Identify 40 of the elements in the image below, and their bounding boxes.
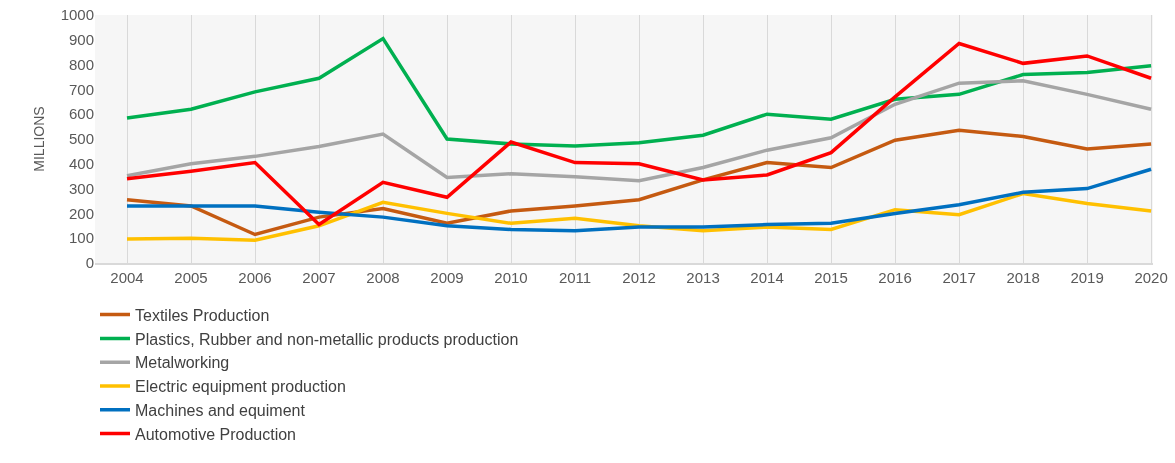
x-tick-label: 2016 [878, 269, 912, 286]
y-tick-label: 800 [68, 55, 94, 73]
y-tick-label: 500 [68, 130, 94, 148]
line-series [125, 78, 1153, 183]
legend-label: Textiles Production [135, 306, 270, 324]
x-tick-label: 2010 [494, 269, 528, 286]
legend-label: Machines and equiment [135, 402, 306, 420]
y-tick-label: 300 [68, 179, 94, 197]
x-tick-label: 2014 [750, 269, 784, 286]
x-tick-label: 2020 [1134, 269, 1168, 286]
x-tick-label: 2017 [942, 269, 976, 286]
line-series [125, 41, 1153, 227]
x-tick-label: 2008 [366, 269, 400, 286]
x-tick-label: 2015 [814, 269, 848, 286]
line-series [125, 128, 1153, 237]
y-axis-title: MILLIONS [31, 106, 48, 172]
y-tick-label: 400 [68, 155, 94, 173]
x-tick-label: 2006 [238, 269, 272, 286]
y-tick-label: 600 [68, 105, 94, 123]
line-series [125, 36, 1153, 148]
y-tick-label: 0 [85, 254, 94, 272]
y-tick-label: 900 [68, 31, 94, 49]
x-tick-label: 2004 [110, 269, 144, 286]
x-tick-label: 2012 [622, 269, 656, 286]
legend-label: Metalworking [135, 354, 230, 372]
x-tick-label: 2007 [302, 269, 336, 286]
legend-label: Electric equipment production [135, 378, 346, 396]
x-tick-label: 2009 [430, 269, 464, 286]
line-series [125, 167, 1153, 233]
y-tick-label: 100 [68, 229, 94, 247]
x-tick-label: 2019 [1070, 269, 1104, 286]
x-tick-label: 2005 [174, 269, 208, 286]
x-tick-label: 2011 [558, 269, 592, 286]
y-tick-label: 700 [68, 80, 94, 98]
legend-label: Automotive Production [135, 425, 296, 443]
y-tick-label: 200 [68, 204, 94, 222]
y-tick-label: 1000 [60, 6, 94, 24]
x-tick-label: 2018 [1006, 269, 1040, 286]
legend-label: Plastics, Rubber and non-metallic products production [135, 330, 519, 348]
x-tick-label: 2013 [686, 269, 720, 286]
